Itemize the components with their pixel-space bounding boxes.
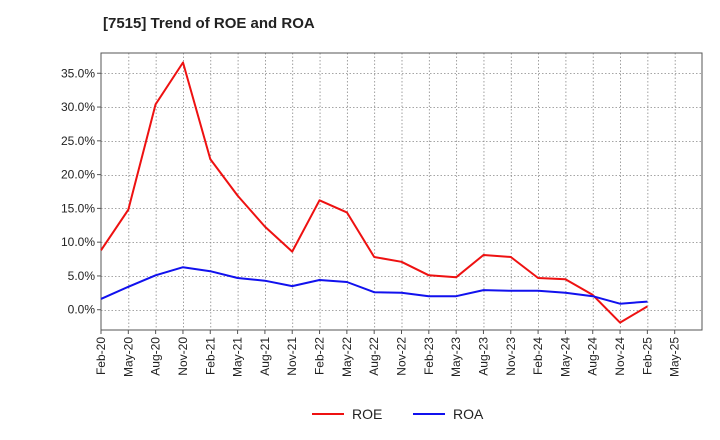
- x-tick-label: Nov-20: [176, 337, 190, 376]
- x-tick-label: Feb-21: [203, 337, 217, 375]
- x-tick-label: Feb-24: [531, 337, 545, 375]
- y-tick-label: 10.0%: [61, 235, 95, 249]
- x-tick-label: Nov-23: [504, 337, 518, 376]
- y-tick-label: 25.0%: [61, 134, 95, 148]
- x-tick-label: May-24: [558, 337, 572, 377]
- x-tick-label: Feb-23: [422, 337, 436, 375]
- legend: ROE ROA: [312, 406, 484, 422]
- x-tick-label: Aug-21: [258, 337, 272, 376]
- y-tick-label: 15.0%: [61, 201, 95, 215]
- x-tick-label: May-20: [121, 337, 135, 377]
- legend-label-roa: ROA: [453, 406, 484, 422]
- x-tick-label: Feb-22: [313, 337, 327, 375]
- y-tick-label: 0.0%: [68, 303, 96, 317]
- x-tick-label: Aug-24: [586, 337, 600, 376]
- x-tick-label: Nov-21: [285, 337, 299, 376]
- x-tick-label: Nov-24: [613, 337, 627, 376]
- y-tick-label: 35.0%: [61, 66, 95, 80]
- chart-title: [7515] Trend of ROE and ROA: [103, 15, 315, 32]
- series-lines: [100, 61, 648, 324]
- series-line-roa: [100, 266, 648, 305]
- y-axis-ticks: 0.0% 5.0% 10.0% 15.0% 20.0% 25.0% 30.0% 35.0%: [61, 66, 101, 317]
- x-tick-label: May-23: [449, 337, 463, 377]
- x-tick-label: Aug-23: [476, 337, 490, 376]
- legend-label-roe: ROE: [352, 406, 382, 422]
- x-tick-label: May-25: [668, 337, 682, 377]
- x-tick-label: Nov-22: [395, 337, 409, 376]
- x-tick-label: Feb-25: [640, 337, 654, 375]
- grid-lines: [101, 53, 702, 330]
- plot-area: [101, 53, 702, 330]
- x-axis-ticks: Feb-20 May-20 Aug-20 Nov-20 Feb-21 May-21 Aug-…: [94, 330, 682, 377]
- y-tick-label: 5.0%: [68, 269, 96, 283]
- x-tick-label: May-21: [231, 337, 245, 377]
- y-tick-label: 30.0%: [61, 100, 95, 114]
- x-tick-label: Feb-20: [94, 337, 108, 375]
- x-tick-label: May-22: [340, 337, 354, 377]
- y-tick-label: 20.0%: [61, 168, 95, 182]
- x-tick-label: Aug-22: [367, 337, 381, 376]
- series-line-roe: [100, 61, 648, 324]
- x-tick-label: Aug-20: [149, 337, 163, 376]
